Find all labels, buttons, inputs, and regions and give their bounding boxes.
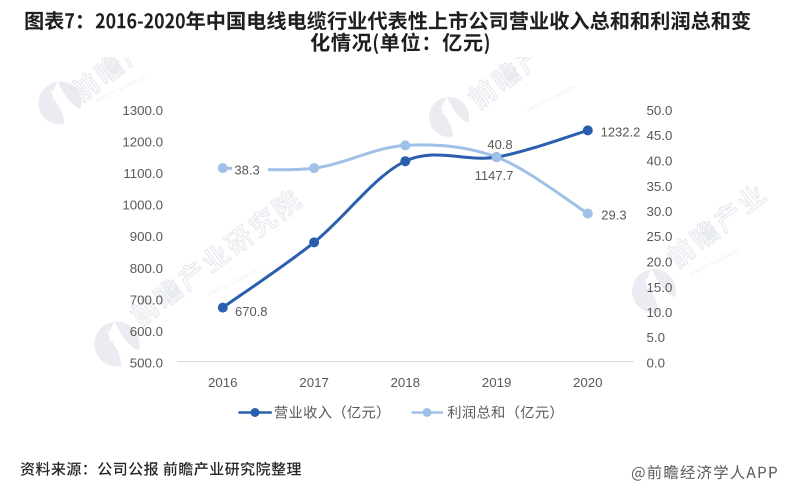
svg-text:1300.0: 1300.0 — [122, 103, 163, 118]
svg-text:1100.0: 1100.0 — [123, 166, 163, 181]
svg-text:0.0: 0.0 — [647, 356, 666, 371]
svg-text:2019: 2019 — [482, 375, 512, 390]
svg-text:600.0: 600.0 — [130, 324, 163, 339]
svg-text:2020: 2020 — [573, 375, 603, 390]
svg-text:35.0: 35.0 — [647, 179, 673, 194]
svg-text:50.0: 50.0 — [647, 103, 673, 118]
svg-text:1147.7: 1147.7 — [475, 168, 514, 183]
svg-text:670.8: 670.8 — [235, 304, 268, 319]
svg-text:38.3: 38.3 — [234, 162, 259, 177]
svg-text:5.0: 5.0 — [647, 330, 666, 345]
svg-text:40.8: 40.8 — [487, 137, 512, 152]
svg-text:1200.0: 1200.0 — [122, 135, 163, 150]
svg-text:30.0: 30.0 — [647, 204, 673, 219]
svg-text:20.0: 20.0 — [647, 255, 673, 270]
svg-text:40.0: 40.0 — [647, 154, 673, 169]
svg-text:1232.2: 1232.2 — [601, 125, 641, 140]
svg-text:2016: 2016 — [208, 375, 238, 390]
svg-text:700.0: 700.0 — [130, 292, 163, 307]
svg-text:1000.0: 1000.0 — [122, 198, 163, 213]
svg-text:29.3: 29.3 — [601, 208, 626, 223]
svg-text:2017: 2017 — [299, 375, 329, 390]
svg-text:900.0: 900.0 — [130, 229, 163, 244]
svg-text:25.0: 25.0 — [647, 229, 673, 244]
svg-text:45.0: 45.0 — [647, 128, 673, 143]
svg-text:800.0: 800.0 — [130, 261, 163, 276]
svg-text:10.0: 10.0 — [647, 305, 673, 320]
svg-text:15.0: 15.0 — [647, 280, 673, 295]
svg-text:2018: 2018 — [391, 375, 421, 390]
svg-text:500.0: 500.0 — [130, 356, 163, 371]
